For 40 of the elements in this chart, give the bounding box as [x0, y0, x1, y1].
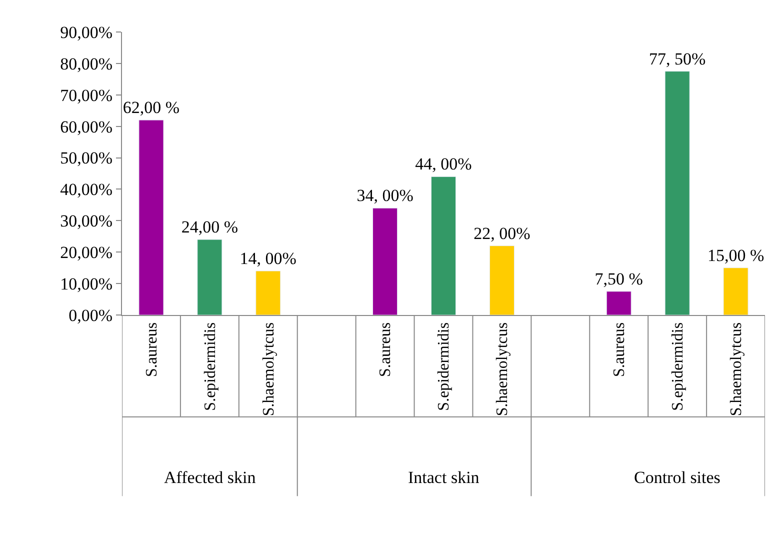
bar [606, 291, 632, 315]
x-tick-label: S.aureus [377, 322, 394, 378]
y-tick-label: 50,00% [60, 148, 113, 168]
x-tick-label: S.epidermidis [670, 322, 687, 411]
x-tick-label: S.haemolytcus [494, 322, 512, 416]
x-tick-label: S.aureus [611, 322, 628, 378]
x-tick-label: S.epidermidis [202, 322, 219, 411]
data-label: 77, 50% [648, 49, 706, 68]
bar [723, 268, 748, 315]
data-label: 34, 00% [356, 186, 414, 206]
y-tick-label: 80,00% [60, 54, 113, 74]
bar [197, 239, 222, 315]
x-tick-label: S.aureus [143, 322, 160, 378]
y-tick-label: 20,00% [60, 243, 113, 262]
text: Control sites [634, 468, 720, 487]
y-tick-label: 90,00% [60, 22, 113, 42]
bar [372, 208, 398, 315]
text: Intact skin [408, 468, 480, 487]
y-tick-label: 70,00% [60, 86, 113, 105]
bar [664, 71, 690, 315]
x-tick-label: S.epidermidis [436, 322, 453, 411]
text: Affected skin [164, 468, 256, 487]
bar [138, 120, 164, 315]
data-label: 44, 00% [415, 154, 472, 174]
bar [489, 246, 514, 315]
data-label: 14, 00% [240, 248, 296, 268]
y-tick-label: 60,00% [60, 117, 113, 136]
data-label: 62,00 % [122, 98, 180, 118]
y-tick-label: 40,00% [60, 180, 113, 200]
y-tick-label: 0,00% [68, 306, 113, 325]
bar [430, 176, 456, 315]
data-label: 7,50 % [594, 269, 643, 288]
data-label: 22, 00% [474, 224, 530, 243]
data-label: 15,00 % [707, 246, 764, 265]
data-label: 24,00 % [181, 218, 238, 237]
bar [256, 270, 281, 315]
y-tick-label: 30,00% [60, 212, 113, 231]
x-tick-label: S.haemolytcus [728, 322, 745, 416]
x-tick-label: S.haemolytcus [260, 322, 278, 416]
y-tick-label: 10,00% [60, 274, 113, 294]
